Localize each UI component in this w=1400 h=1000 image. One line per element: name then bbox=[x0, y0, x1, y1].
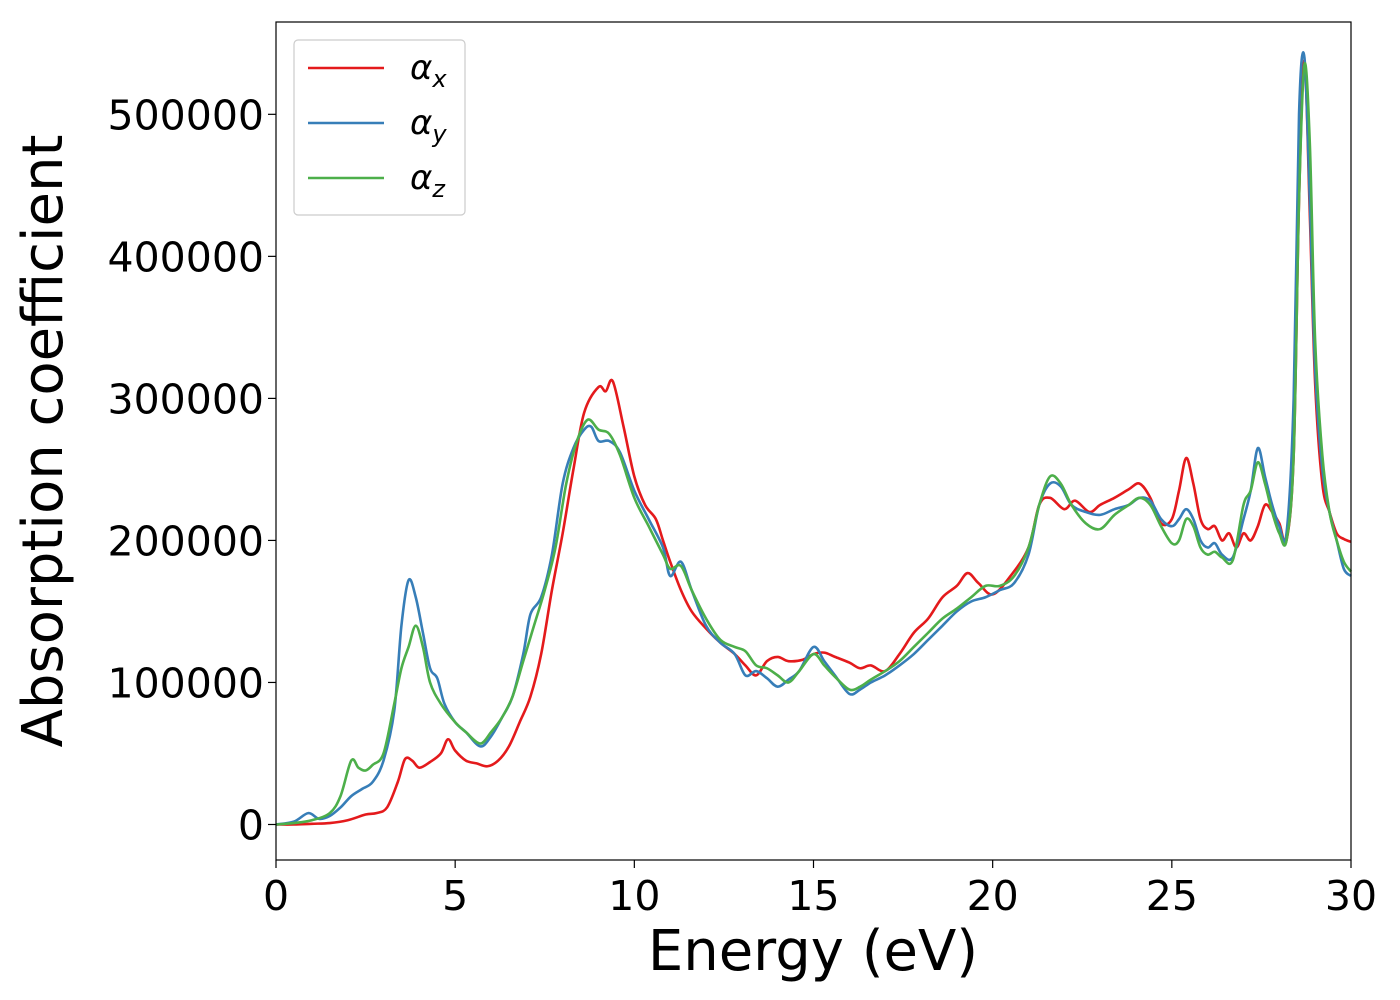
y-axis: 0 100000 200000 300000 400000 500000 bbox=[107, 91, 276, 849]
legend-subscript: z bbox=[431, 175, 446, 203]
x-tick-label: 30 bbox=[1325, 872, 1377, 920]
legend-subscript: x bbox=[431, 65, 447, 93]
series-layer bbox=[275, 51, 1353, 826]
x-tick-label: 15 bbox=[787, 872, 839, 920]
x-tick-label: 10 bbox=[608, 872, 660, 920]
series-line-alpha-z bbox=[275, 61, 1353, 826]
x-tick-label: 5 bbox=[442, 872, 468, 920]
x-tick-label: 25 bbox=[1146, 872, 1198, 920]
legend-subscript: y bbox=[431, 120, 447, 148]
y-tick-label: 500000 bbox=[107, 91, 264, 139]
y-tick-label: 0 bbox=[238, 801, 264, 849]
legend-box bbox=[293, 39, 466, 216]
y-tick-label: 300000 bbox=[107, 375, 264, 423]
y-tick-label: 100000 bbox=[107, 659, 264, 707]
y-axis-title: Absorption coefficient bbox=[11, 135, 76, 748]
x-axis-title: Energy (eV) bbox=[648, 919, 978, 984]
x-axis: 0 5 10 15 20 25 30 bbox=[263, 860, 1377, 920]
y-tick-label: 200000 bbox=[107, 517, 264, 565]
y-tick-label: 400000 bbox=[107, 233, 264, 281]
x-tick-label: 20 bbox=[967, 872, 1019, 920]
series-line-alpha-x bbox=[275, 59, 1352, 826]
x-tick-label: 0 bbox=[263, 872, 289, 920]
